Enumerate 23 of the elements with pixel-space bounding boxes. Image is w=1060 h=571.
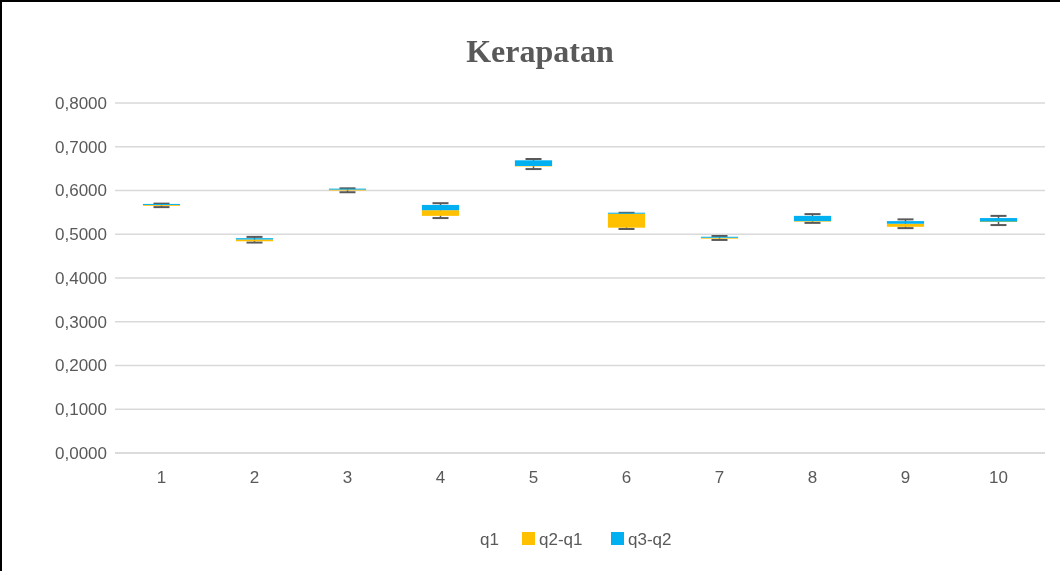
legend-label: q3-q2 [628,530,672,549]
y-tick-label: 0,4000 [55,268,107,288]
x-tick-label: 4 [435,468,446,487]
x-tick-label: 3 [342,468,353,487]
x-tick-label: 2 [249,468,260,487]
x-tick-label: 9 [900,468,911,487]
legend-label: q2-q1 [539,530,583,549]
y-tick-label: 0,7000 [55,137,107,157]
y-tick-label: 0,0000 [55,443,107,463]
x-tick-label: 5 [528,468,539,487]
chart-title: Kerapatan [466,33,614,69]
text: q1 [480,530,499,549]
x-tick-label: 7 [714,468,725,487]
x-tick-label: 1 [156,468,167,487]
x-tick-label: 8 [807,468,818,487]
y-tick-label: 0,8000 [55,93,107,113]
x-tick-label: 6 [621,468,632,487]
y-tick-label: 0,2000 [55,356,107,376]
y-tick-label: 0,6000 [55,181,107,201]
y-tick-label: 0,5000 [55,225,107,245]
y-tick-label: 0,3000 [55,312,107,332]
x-tick-label: 10 [989,468,1008,487]
y-tick-label: 0,1000 [55,400,107,420]
